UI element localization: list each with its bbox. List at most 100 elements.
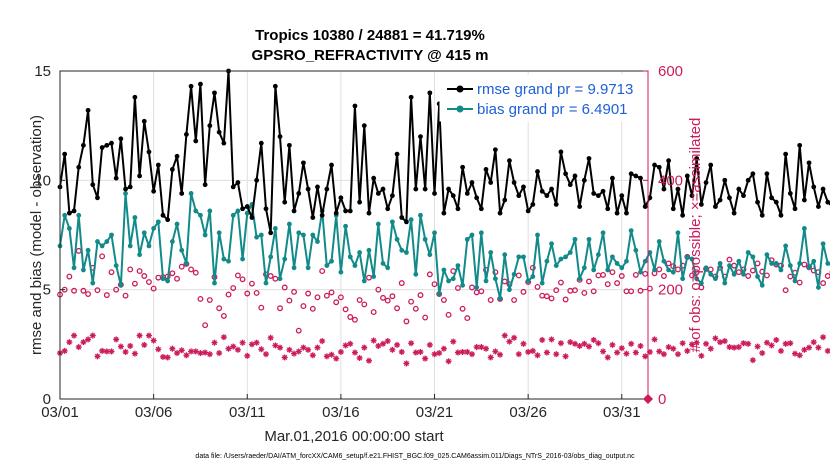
bias-point <box>825 261 830 266</box>
bias-point <box>151 226 157 231</box>
obs-assimilated-point <box>539 336 546 343</box>
obs-possible-point <box>305 290 312 297</box>
obs-possible-point <box>408 298 415 305</box>
obs-possible-point <box>277 305 283 312</box>
rmse-point <box>263 206 269 212</box>
obs-possible-point <box>754 260 761 267</box>
x-tick-label: 03/21 <box>416 404 454 421</box>
x-tick-label: 03/26 <box>509 404 547 421</box>
axis-ticks: 03/01 03/06 03/11 03/16 03/21 03/26 03/31 0 5 10 1… <box>34 63 683 421</box>
obs-assimilated-point <box>216 350 223 357</box>
obs-assimilated-point <box>618 345 625 352</box>
bias-point <box>736 258 742 264</box>
obs-assimilated-point <box>225 345 232 352</box>
rmse-point <box>160 212 166 218</box>
rmse-point <box>179 191 185 196</box>
obs-possible-point <box>234 272 241 279</box>
rmse-point <box>469 180 475 185</box>
obs-possible-point <box>557 279 564 286</box>
obs-assimilated-point <box>726 344 733 351</box>
rmse-point <box>249 215 255 220</box>
obs-possible-point <box>267 273 274 279</box>
obs-possible-point <box>487 297 494 304</box>
obs-possible-point <box>567 287 574 294</box>
obs-possible-point <box>394 305 401 312</box>
bias-point <box>708 271 714 277</box>
rmse-point <box>81 142 86 148</box>
obs-possible-point <box>445 311 452 318</box>
rmse-point <box>535 169 540 174</box>
rmse-point <box>567 182 573 188</box>
bias-point <box>572 236 578 242</box>
bias-point <box>95 239 100 244</box>
bias-point <box>418 212 423 218</box>
bias-point <box>352 263 358 269</box>
rmse-point <box>418 134 423 140</box>
data-file-footer: data file: /Users/raeder/DAI/ATM_forcXX/… <box>195 453 635 460</box>
bias-point <box>305 265 311 271</box>
bias-point <box>628 228 634 234</box>
bias-point <box>123 191 128 196</box>
bias-point <box>408 217 414 223</box>
obs-assimilated-point <box>230 343 237 350</box>
bias-point <box>787 263 793 269</box>
obs-assimilated-point <box>824 347 830 354</box>
rmse-point <box>385 206 391 212</box>
rmse-point <box>95 195 100 201</box>
obs-assimilated-point <box>85 336 92 343</box>
obs-possible-point <box>197 296 204 302</box>
rmse-point <box>319 212 325 218</box>
rmse-point <box>600 188 606 194</box>
rmse-point <box>811 184 817 190</box>
obs-possible-point <box>122 292 129 299</box>
bias-point <box>66 226 72 231</box>
chart-subtitle: GPSRO_REFRACTIVITY @ 415 m <box>252 47 489 64</box>
rmse-point <box>127 184 133 190</box>
obs-possible-point <box>628 288 635 295</box>
bias-point <box>675 230 681 236</box>
rmse-point <box>544 193 550 199</box>
rmse-point <box>207 123 213 129</box>
y-tick-label: 0 <box>43 391 51 408</box>
bias-point <box>652 267 657 273</box>
bias-point <box>361 278 367 284</box>
obs-possible-point <box>689 272 695 279</box>
bias-point <box>146 243 152 249</box>
obs-possible-point <box>600 271 607 278</box>
rmse-point <box>184 132 189 137</box>
bias-point <box>436 291 442 297</box>
obs-assimilated-point <box>763 339 770 346</box>
rmse-point <box>296 191 302 196</box>
rmse-point <box>680 212 686 218</box>
obs-possible-point <box>75 247 82 254</box>
bias-point <box>244 210 250 216</box>
obs-assimilated-point <box>403 360 410 367</box>
rmse-point <box>244 204 250 209</box>
rmse-point <box>277 134 283 140</box>
obs-assimilated-point <box>693 339 700 346</box>
obs-assimilated-point <box>478 344 485 351</box>
obs-assimilated-point <box>370 337 377 344</box>
obs-assimilated-point <box>117 343 124 350</box>
obs-assimilated-point <box>220 334 227 341</box>
y-right-tick-label: 200 <box>658 282 683 299</box>
obs-assimilated-point <box>698 352 705 359</box>
obs-assimilated-point <box>155 346 162 353</box>
bias-point <box>277 276 283 282</box>
bias-point <box>713 276 718 282</box>
obs-assimilated-point <box>80 339 87 346</box>
bias-point <box>783 243 789 249</box>
obs-assimilated-point <box>773 336 780 343</box>
rmse-point <box>305 186 311 192</box>
obs-possible-point <box>220 312 227 319</box>
bias-point <box>375 221 381 227</box>
obs-possible-point <box>745 273 752 279</box>
obs-possible-point <box>169 270 176 277</box>
obs-assimilated-point <box>206 351 213 358</box>
bias-point <box>464 236 470 242</box>
bias-point <box>544 258 550 264</box>
obs-assimilated-point <box>520 340 527 347</box>
rmse-point <box>338 195 344 201</box>
bias-point <box>773 261 779 266</box>
obs-possible-point <box>735 269 742 276</box>
